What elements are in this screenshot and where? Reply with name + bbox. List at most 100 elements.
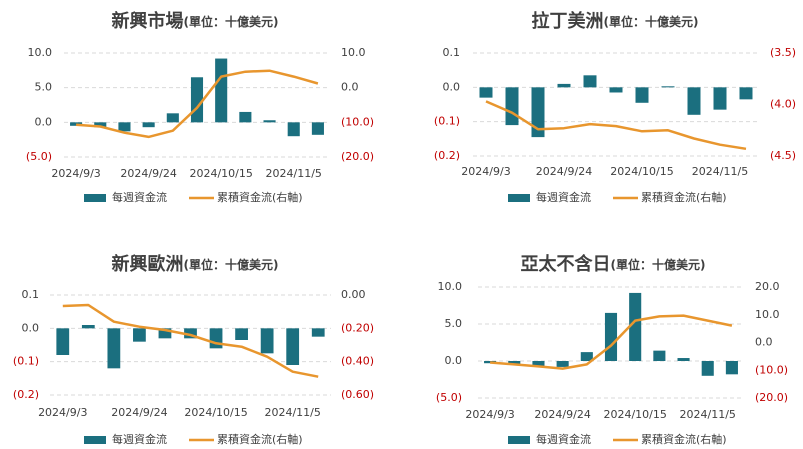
x-tick-label: 2024/10/15 xyxy=(184,406,247,419)
x-tick-label: 2024/9/3 xyxy=(461,165,510,178)
bar xyxy=(235,328,248,340)
bar xyxy=(484,361,497,364)
legend-label: 累積資金流(右軸) xyxy=(641,432,727,446)
title-main: 亞太不含日 xyxy=(521,253,611,275)
y2-tick-label: (10.0) xyxy=(755,363,788,376)
x-tick-label: 2024/10/15 xyxy=(189,167,252,180)
y-tick-label: (0.2) xyxy=(13,388,39,401)
x-tick-label: 2024/10/15 xyxy=(603,408,666,421)
bar xyxy=(107,328,121,369)
bar xyxy=(81,325,95,329)
y2-tick-label: (0.60) xyxy=(341,388,374,401)
legend-swatch xyxy=(508,436,530,444)
bar xyxy=(629,292,642,361)
bar xyxy=(532,361,545,367)
y-tick-label: 0.0 xyxy=(445,354,463,367)
x-tick-label: 2024/11/5 xyxy=(680,408,736,421)
bar xyxy=(209,328,223,349)
cumulative-line xyxy=(62,303,319,378)
y-tick-label: 0.0 xyxy=(22,321,40,334)
bar xyxy=(580,352,593,361)
y-tick-label: (5.0) xyxy=(436,391,462,404)
y-tick-label: (5.0) xyxy=(26,150,52,163)
legend-label: 每週資金流 xyxy=(112,190,167,204)
bar xyxy=(142,122,155,128)
y2-tick-label: (3.5) xyxy=(770,46,796,59)
y2-tick-label: (20.0) xyxy=(341,150,374,163)
y2-tick-label: (0.40) xyxy=(341,355,374,368)
bar xyxy=(725,361,738,375)
bar xyxy=(118,122,131,132)
x-tick-label: 2024/9/3 xyxy=(38,406,87,419)
x-tick-label: 2024/11/5 xyxy=(692,165,748,178)
bar xyxy=(286,328,300,365)
title-main: 新興市場 xyxy=(112,10,184,32)
x-tick-label: 2024/9/24 xyxy=(534,408,590,421)
y-tick-label: 5.0 xyxy=(445,317,463,330)
title-main: 新興歐洲 xyxy=(112,253,184,275)
chart-panel: 新興歐洲(單位：十億美元) 0.1 0.0 (0.1) (0.2) 0.00 (0.20) (… xyxy=(13,253,374,446)
bar xyxy=(701,361,714,376)
chart-title: 亞太不含日(單位：十億美元) xyxy=(521,253,706,275)
y2-tick-label: 0.0 xyxy=(341,81,359,94)
x-tick-label: 2024/9/24 xyxy=(536,165,592,178)
bar xyxy=(133,328,146,342)
y-tick-label: (0.1) xyxy=(434,115,460,128)
subtitle: (單位：十億美元) xyxy=(611,257,706,272)
x-tick-label: 2024/11/5 xyxy=(266,167,322,180)
title-main: 拉丁美洲 xyxy=(532,10,604,32)
x-tick-label: 2024/9/3 xyxy=(51,167,100,180)
subtitle: (單位：十億美元) xyxy=(184,14,279,29)
chart-panel: 拉丁美洲(單位：十億美元) 0.1 0.0 (0.1) (0.2) (3.5) (4.0) (… xyxy=(434,10,796,204)
x-tick-label: 2024/9/24 xyxy=(120,167,176,180)
bar xyxy=(713,87,727,110)
chart-panel: 新興市場(單位：十億美元) 10.0 5.0 0.0 (5.0) 10.0 0.0 (10.0… xyxy=(26,10,374,204)
subtitle: (單位：十億美元) xyxy=(604,14,699,29)
y-tick-label: 10.0 xyxy=(28,46,53,59)
bar xyxy=(287,122,300,137)
y2-tick-label: 0.0 xyxy=(755,336,773,349)
legend-swatch xyxy=(508,194,530,202)
bar xyxy=(215,58,228,123)
bar xyxy=(166,113,179,123)
chart-title: 拉丁美洲(單位：十億美元) xyxy=(532,10,699,32)
x-tick-label: 2024/9/24 xyxy=(111,406,167,419)
bar xyxy=(609,87,623,93)
y2-tick-label: (20.0) xyxy=(755,391,788,404)
bar xyxy=(635,87,649,103)
bar xyxy=(653,350,666,361)
y2-tick-label: 0.00 xyxy=(341,288,366,301)
x-tick-label: 2024/11/5 xyxy=(264,406,320,419)
y2-tick-label: (4.5) xyxy=(770,149,796,162)
cumulative-line xyxy=(76,69,319,139)
y2-tick-label: 20.0 xyxy=(755,280,780,293)
legend-label: 每週資金流 xyxy=(112,432,167,446)
chart-title: 新興市場(單位：十億美元) xyxy=(112,10,279,32)
bar xyxy=(70,122,83,126)
y-tick-label: (0.2) xyxy=(434,149,460,162)
x-tick-label: 2024/10/15 xyxy=(610,165,673,178)
bar xyxy=(56,328,70,355)
bar xyxy=(184,328,197,339)
bar xyxy=(739,87,753,100)
legend-swatch xyxy=(84,436,106,444)
bar xyxy=(94,122,107,128)
legend-swatch xyxy=(84,194,106,202)
y-tick-label: (0.1) xyxy=(13,355,39,368)
chart-panel: 亞太不含日(單位：十億美元) 10.0 5.0 0.0 (5.0) 20.0 10.0 0.0… xyxy=(436,253,788,446)
chart-title: 新興歐洲(單位：十億美元) xyxy=(112,253,279,275)
y-tick-label: 0.0 xyxy=(35,115,53,128)
legend-label: 累積資金流(右軸) xyxy=(641,190,727,204)
y-tick-label: 5.0 xyxy=(35,81,53,94)
bar xyxy=(661,86,675,88)
legend-label: 每週資金流 xyxy=(536,190,591,204)
y-tick-label: 0.0 xyxy=(443,80,461,93)
y2-tick-label: (10.0) xyxy=(341,115,374,128)
cumulative-line xyxy=(490,314,733,370)
bar xyxy=(260,328,274,354)
legend-label: 累積資金流(右軸) xyxy=(217,190,303,204)
bar xyxy=(479,87,493,98)
bar xyxy=(604,312,618,361)
y-tick-label: 0.1 xyxy=(22,288,40,301)
